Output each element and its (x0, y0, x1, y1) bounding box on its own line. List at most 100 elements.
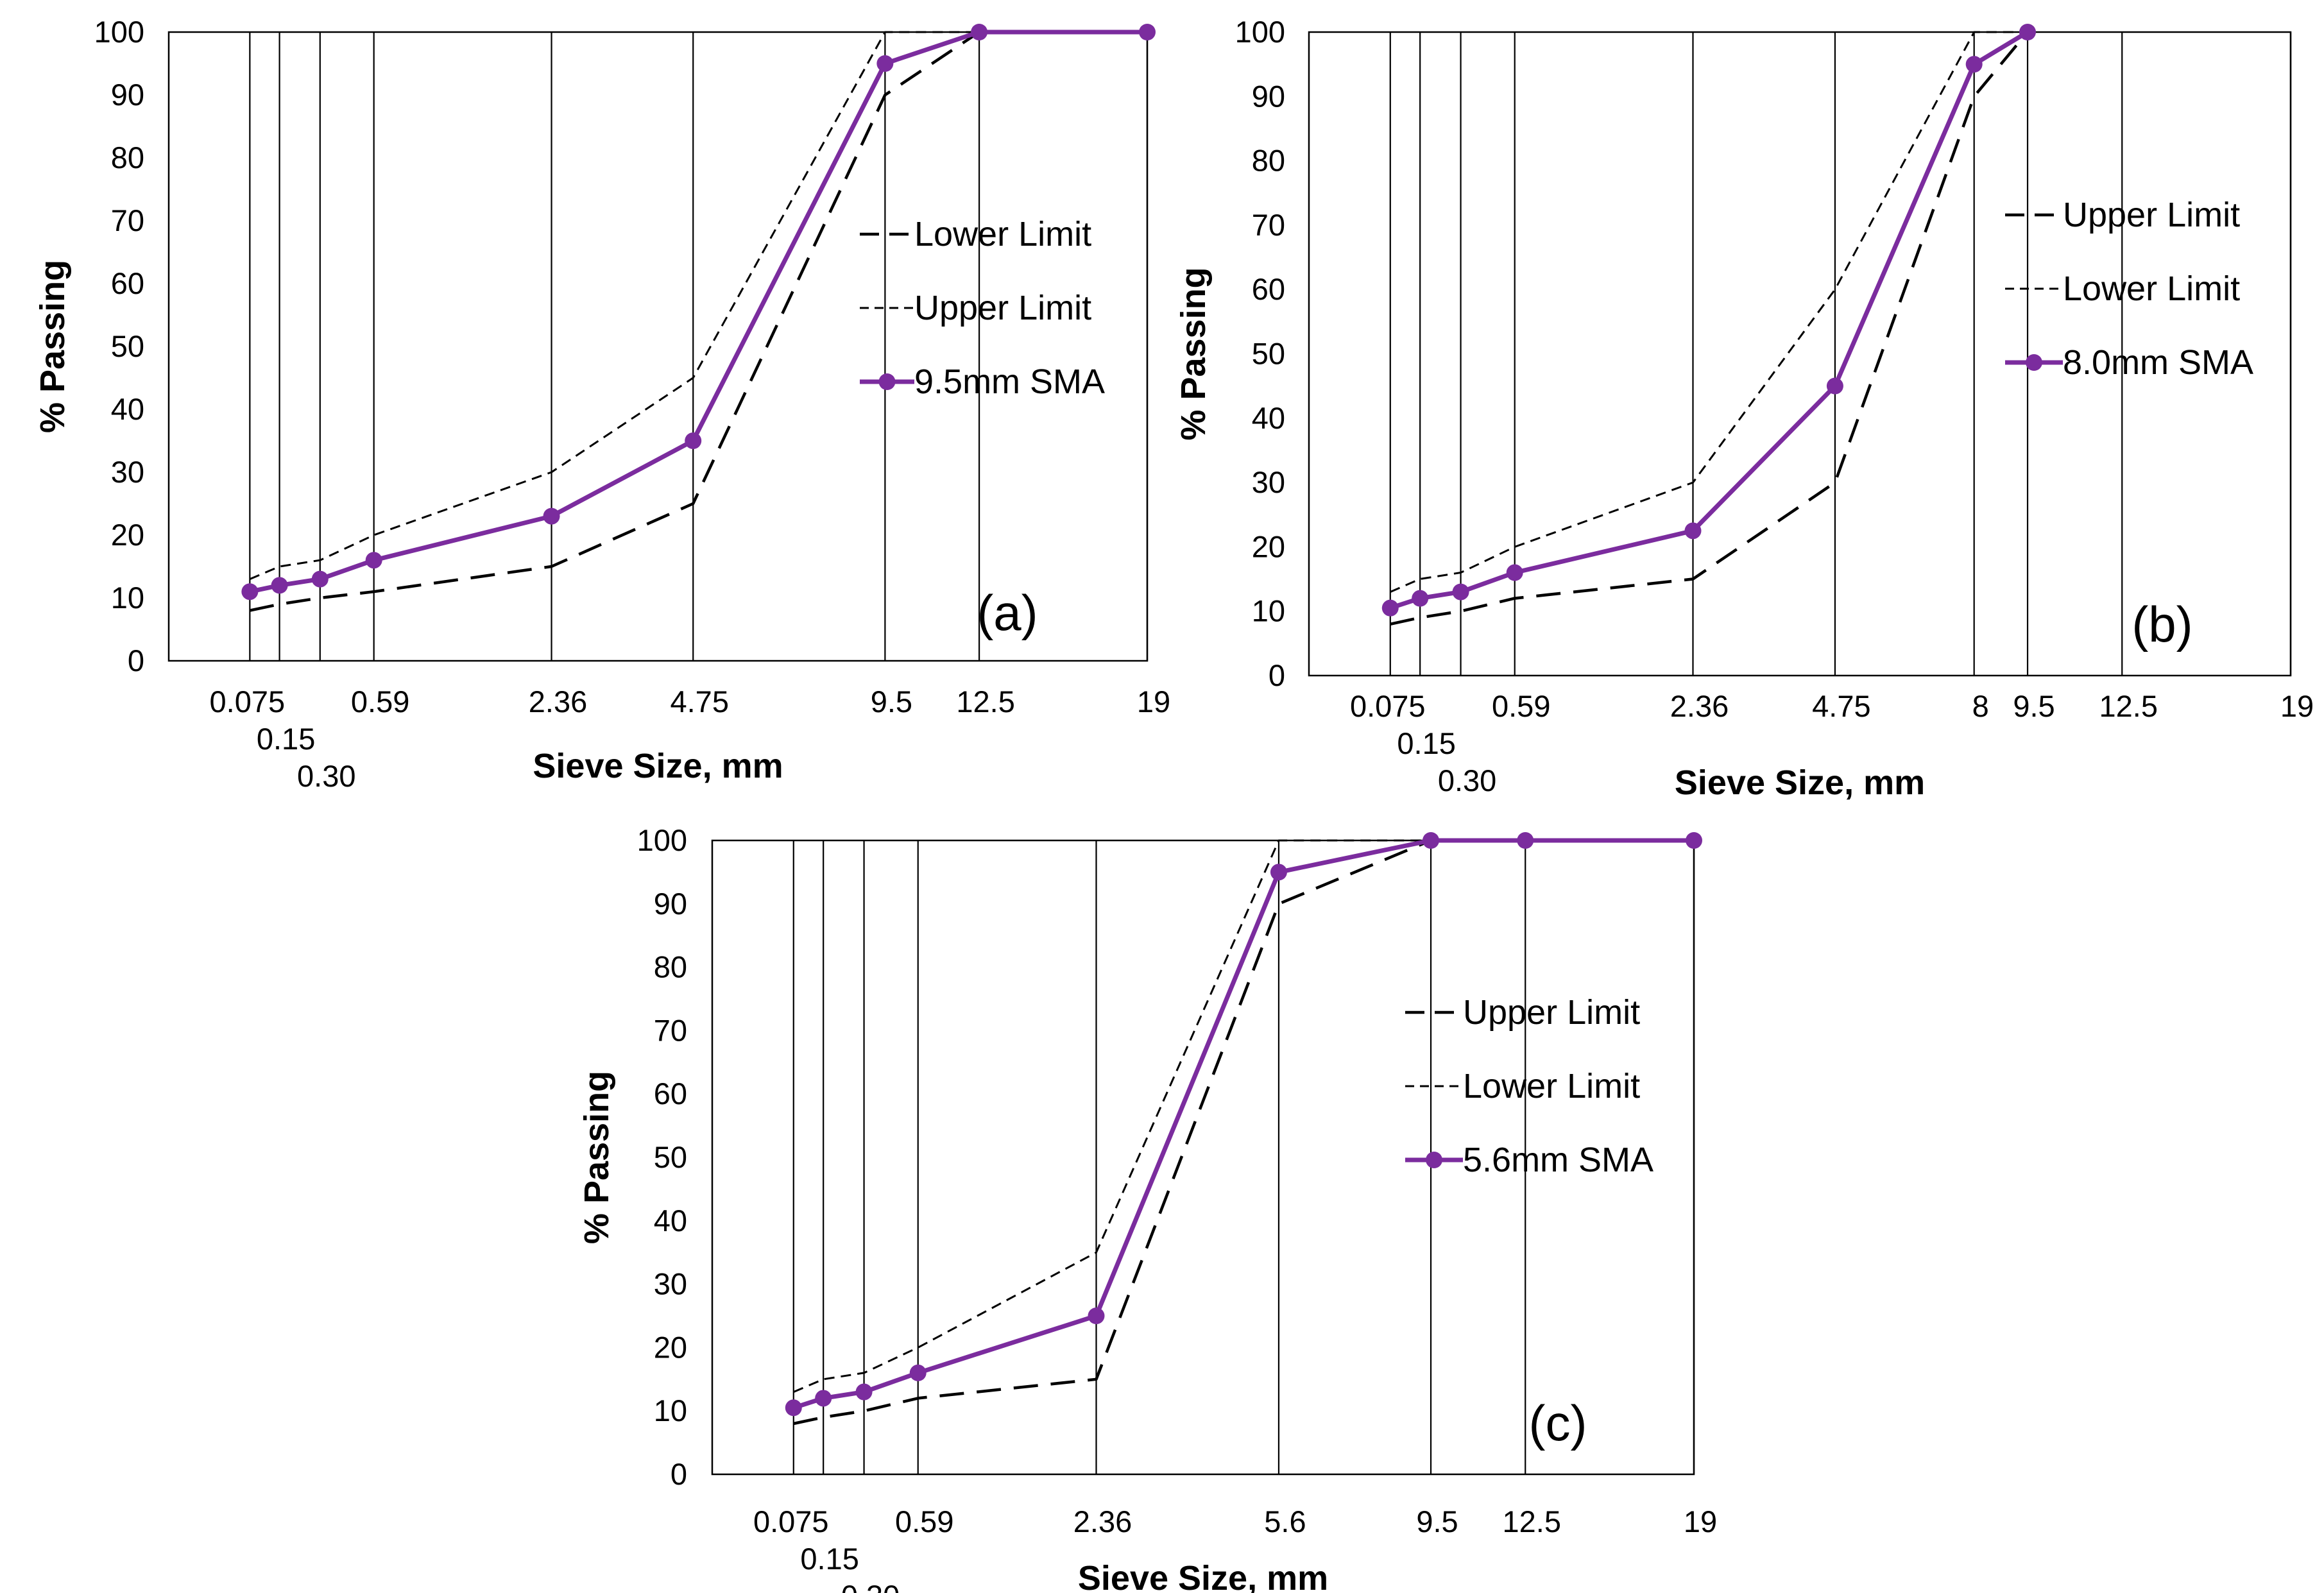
y-tick-label: 80 (1252, 144, 1285, 178)
y-tick-label: 50 (654, 1140, 687, 1174)
x-tick-label: 0.30 (1438, 763, 1496, 797)
y-tick-label: 100 (94, 15, 144, 49)
y-axis-title: % Passing (33, 260, 72, 433)
plot-frame (711, 839, 1695, 1476)
panel-label: (b) (2132, 596, 2192, 652)
data-point-marker (909, 1364, 927, 1381)
legend-label: Lower Limit (2063, 269, 2240, 308)
plot-frame (167, 31, 1149, 662)
legend-label: Lower Limit (914, 215, 1091, 253)
y-axis-title: % Passing (1174, 267, 1213, 440)
x-tick-label: 12.5 (1503, 1504, 1561, 1538)
y-tick-label: 0 (128, 643, 144, 677)
data-point-marker (1686, 832, 1702, 849)
y-tick-label: 40 (1252, 401, 1285, 435)
x-tick-label: 0.30 (297, 759, 355, 793)
legend-label: 5.6mm SMA (1463, 1141, 1653, 1179)
x-tick-label: 19 (1684, 1504, 1717, 1538)
y-tick-label: 50 (111, 329, 144, 363)
y-tick-label: 20 (654, 1330, 687, 1364)
y-tick-label: 40 (654, 1204, 687, 1238)
x-tick-label: 2.36 (529, 685, 587, 719)
legend-label: 8.0mm SMA (2063, 343, 2253, 382)
data-point-marker (1684, 522, 1702, 540)
x-tick-label: 9.5 (2013, 689, 2055, 723)
y-tick-label: 70 (111, 203, 144, 237)
y-tick-label: 30 (1252, 465, 1285, 499)
data-point-marker (785, 1399, 802, 1417)
x-tick-label: 0.15 (257, 722, 315, 756)
data-point-marker (241, 583, 259, 601)
y-tick-label: 80 (111, 141, 144, 175)
x-tick-label: 19 (1137, 685, 1170, 719)
y-tick-label: 0 (1269, 658, 1285, 692)
y-tick-label: 20 (1252, 529, 1285, 563)
y-tick-label: 100 (1235, 15, 1285, 49)
x-tick-label: 0.15 (1397, 726, 1455, 760)
data-point-marker (855, 1383, 873, 1401)
data-point-marker (365, 552, 382, 569)
panel-label: (c) (1529, 1395, 1587, 1451)
y-tick-label: 90 (1252, 79, 1285, 113)
legend-marker (878, 373, 896, 390)
data-point-marker (1088, 1308, 1105, 1324)
y-tick-label: 60 (1252, 272, 1285, 306)
data-point-marker (311, 570, 329, 588)
data-point-marker (876, 55, 894, 72)
series-line-lower-limit (249, 30, 1147, 612)
x-tick-label: 0.59 (895, 1504, 953, 1538)
y-axis-title: % Passing (577, 1071, 616, 1244)
series-line-upper-limit (249, 31, 1147, 580)
y-tick-label: 70 (1252, 208, 1285, 242)
series-line-lower-limit (793, 839, 1694, 1393)
y-tick-label: 30 (654, 1267, 687, 1301)
data-point-marker (1412, 590, 1429, 607)
legend-label: Upper Limit (2063, 196, 2240, 234)
y-tick-label: 20 (111, 518, 144, 552)
x-tick-label: 0.075 (210, 685, 286, 719)
y-tick-label: 100 (637, 823, 687, 857)
legend-label: 9.5mm SMA (914, 362, 1105, 401)
y-tick-label: 90 (111, 78, 144, 112)
series-line-lower-limit (1390, 31, 2028, 593)
x-tick-label: 0.59 (351, 685, 409, 719)
data-point-marker (2019, 24, 2037, 40)
data-point-marker (971, 24, 988, 40)
y-tick-label: 10 (654, 1393, 687, 1427)
y-tick-label: 80 (654, 950, 687, 984)
x-tick-label: 0.30 (841, 1579, 900, 1593)
legend-label: Upper Limit (914, 289, 1091, 327)
data-point-marker (1423, 832, 1440, 849)
x-tick-label: 0.15 (800, 1542, 859, 1576)
y-tick-label: 60 (111, 266, 144, 300)
x-tick-label: 8 (1972, 689, 1989, 723)
y-tick-label: 40 (111, 392, 144, 426)
x-tick-label: 0.59 (1492, 689, 1550, 723)
legend-marker (2026, 354, 2042, 371)
x-tick-label: 5.6 (1264, 1504, 1306, 1538)
x-tick-label: 12.5 (2099, 689, 2158, 723)
x-tick-label: 0.075 (1350, 689, 1426, 723)
x-axis-title: Sieve Size, mm (533, 747, 783, 785)
x-tick-label: 12.5 (956, 685, 1014, 719)
data-point-marker (1517, 832, 1534, 849)
x-tick-label: 2.36 (1073, 1504, 1132, 1538)
x-axis-title: Sieve Size, mm (1078, 1559, 1328, 1593)
data-point-marker (1826, 377, 1843, 395)
x-tick-label: 0.075 (753, 1504, 829, 1538)
chart-panel-c: 0 10 20 30 40 50 60 70 80 90 100 0.075 0.15 0.30 0.59 2… (577, 823, 1717, 1593)
data-point-marker (271, 577, 288, 594)
data-point-marker (1270, 864, 1287, 881)
y-tick-label: 70 (654, 1013, 687, 1047)
data-point-marker (1452, 583, 1469, 601)
y-tick-label: 50 (1252, 337, 1285, 371)
data-point-marker (1381, 599, 1399, 617)
x-axis-title: Sieve Size, mm (1675, 763, 1925, 802)
data-point-marker (1139, 24, 1156, 40)
data-point-marker (685, 432, 702, 449)
x-tick-label: 9.5 (1416, 1504, 1458, 1538)
data-point-marker (543, 507, 560, 525)
plot-frame (1308, 31, 2292, 677)
data-point-marker (815, 1390, 832, 1407)
